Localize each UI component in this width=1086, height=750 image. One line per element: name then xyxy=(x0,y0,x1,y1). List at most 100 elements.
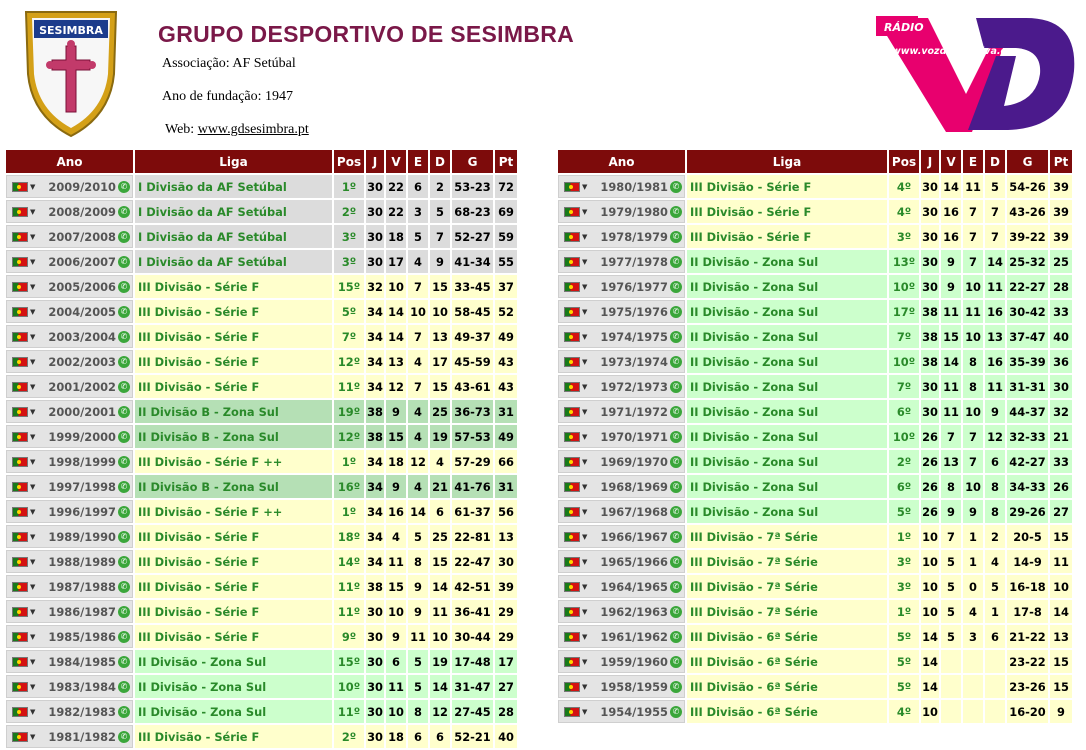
dropdown-arrow-icon[interactable]: ▼ xyxy=(30,432,36,441)
league-cell[interactable]: III Divisão - Série F ++ xyxy=(135,500,332,523)
season-label[interactable]: 1972/1973 xyxy=(600,379,668,394)
season-label[interactable]: 1961/1962 xyxy=(600,629,668,644)
league-cell[interactable]: I Divisão da AF Setúbal xyxy=(135,250,332,273)
phone-icon[interactable]: ✆ xyxy=(118,705,130,718)
league-cell[interactable]: II Divisão - Zona Sul xyxy=(687,450,887,473)
dropdown-arrow-icon[interactable]: ▼ xyxy=(30,357,36,366)
phone-icon[interactable]: ✆ xyxy=(118,505,130,518)
league-cell[interactable]: II Divisão - Zona Sul xyxy=(687,325,887,348)
season-cell[interactable]: ▼ 1978/1979 ✆ xyxy=(558,225,685,248)
season-cell[interactable]: ▼ 1972/1973 ✆ xyxy=(558,375,685,398)
dropdown-arrow-icon[interactable]: ▼ xyxy=(582,607,588,616)
season-label[interactable]: 1974/1975 xyxy=(600,329,668,344)
season-label[interactable]: 1967/1968 xyxy=(600,504,668,519)
season-label[interactable]: 2006/2007 xyxy=(48,254,116,269)
season-cell[interactable]: ▼ 1987/1988 ✆ xyxy=(6,575,133,598)
phone-icon[interactable]: ✆ xyxy=(118,655,130,668)
phone-icon[interactable]: ✆ xyxy=(118,230,130,243)
season-label[interactable]: 1979/1980 xyxy=(600,204,668,219)
season-cell[interactable]: ▼ 2004/2005 ✆ xyxy=(6,300,133,323)
dropdown-arrow-icon[interactable]: ▼ xyxy=(30,307,36,316)
phone-icon[interactable]: ✆ xyxy=(118,430,130,443)
phone-icon[interactable]: ✆ xyxy=(118,530,130,543)
season-label[interactable]: 2008/2009 xyxy=(48,204,116,219)
season-label[interactable]: 2003/2004 xyxy=(48,329,116,344)
season-cell[interactable]: ▼ 2007/2008 ✆ xyxy=(6,225,133,248)
league-cell[interactable]: III Divisão - 6ª Série xyxy=(687,700,887,723)
league-cell[interactable]: II Divisão - Zona Sul xyxy=(687,300,887,323)
season-label[interactable]: 1999/2000 xyxy=(48,429,116,444)
phone-icon[interactable]: ✆ xyxy=(118,730,130,743)
phone-icon[interactable]: ✆ xyxy=(118,555,130,568)
league-cell[interactable]: III Divisão - Série F xyxy=(687,175,887,198)
dropdown-arrow-icon[interactable]: ▼ xyxy=(30,532,36,541)
season-cell[interactable]: ▼ 1967/1968 ✆ xyxy=(558,500,685,523)
season-cell[interactable]: ▼ 1997/1998 ✆ xyxy=(6,475,133,498)
phone-icon[interactable]: ✆ xyxy=(670,305,682,318)
dropdown-arrow-icon[interactable]: ▼ xyxy=(30,657,36,666)
season-label[interactable]: 1969/1970 xyxy=(600,454,668,469)
season-label[interactable]: 1983/1984 xyxy=(48,679,116,694)
season-label[interactable]: 2009/2010 xyxy=(48,179,116,194)
phone-icon[interactable]: ✆ xyxy=(670,255,682,268)
season-cell[interactable]: ▼ 1999/2000 ✆ xyxy=(6,425,133,448)
league-cell[interactable]: II Divisão - Zona Sul xyxy=(687,475,887,498)
season-label[interactable]: 1968/1969 xyxy=(600,479,668,494)
phone-icon[interactable]: ✆ xyxy=(670,205,682,218)
phone-icon[interactable]: ✆ xyxy=(118,455,130,468)
dropdown-arrow-icon[interactable]: ▼ xyxy=(582,432,588,441)
season-cell[interactable]: ▼ 1965/1966 ✆ xyxy=(558,550,685,573)
league-cell[interactable]: III Divisão - Série F xyxy=(687,225,887,248)
phone-icon[interactable]: ✆ xyxy=(670,580,682,593)
dropdown-arrow-icon[interactable]: ▼ xyxy=(30,607,36,616)
season-label[interactable]: 1970/1971 xyxy=(600,429,668,444)
league-cell[interactable]: III Divisão - 7ª Série xyxy=(687,525,887,548)
season-label[interactable]: 1959/1960 xyxy=(600,654,668,669)
season-cell[interactable]: ▼ 1979/1980 ✆ xyxy=(558,200,685,223)
dropdown-arrow-icon[interactable]: ▼ xyxy=(582,332,588,341)
season-label[interactable]: 1986/1987 xyxy=(48,604,116,619)
league-cell[interactable]: II Divisão B - Zona Sul xyxy=(135,400,332,423)
season-cell[interactable]: ▼ 1976/1977 ✆ xyxy=(558,275,685,298)
phone-icon[interactable]: ✆ xyxy=(118,280,130,293)
league-cell[interactable]: III Divisão - Série F xyxy=(135,600,332,623)
phone-icon[interactable]: ✆ xyxy=(670,655,682,668)
phone-icon[interactable]: ✆ xyxy=(670,180,682,193)
dropdown-arrow-icon[interactable]: ▼ xyxy=(582,257,588,266)
dropdown-arrow-icon[interactable]: ▼ xyxy=(30,482,36,491)
dropdown-arrow-icon[interactable]: ▼ xyxy=(30,682,36,691)
dropdown-arrow-icon[interactable]: ▼ xyxy=(582,407,588,416)
league-cell[interactable]: III Divisão - Série F xyxy=(135,350,332,373)
season-cell[interactable]: ▼ 1996/1997 ✆ xyxy=(6,500,133,523)
league-cell[interactable]: II Divisão B - Zona Sul xyxy=(135,425,332,448)
phone-icon[interactable]: ✆ xyxy=(670,705,682,718)
season-cell[interactable]: ▼ 2003/2004 ✆ xyxy=(6,325,133,348)
phone-icon[interactable]: ✆ xyxy=(118,380,130,393)
phone-icon[interactable]: ✆ xyxy=(670,605,682,618)
dropdown-arrow-icon[interactable]: ▼ xyxy=(582,507,588,516)
phone-icon[interactable]: ✆ xyxy=(118,480,130,493)
season-label[interactable]: 1996/1997 xyxy=(48,504,116,519)
phone-icon[interactable]: ✆ xyxy=(670,430,682,443)
season-label[interactable]: 1985/1986 xyxy=(48,629,116,644)
phone-icon[interactable]: ✆ xyxy=(118,180,130,193)
league-cell[interactable]: II Divisão - Zona Sul xyxy=(687,500,887,523)
league-cell[interactable]: III Divisão - Série F xyxy=(135,575,332,598)
league-cell[interactable]: III Divisão - Série F xyxy=(135,725,332,748)
league-cell[interactable]: III Divisão - 6ª Série xyxy=(687,675,887,698)
season-cell[interactable]: ▼ 2008/2009 ✆ xyxy=(6,200,133,223)
dropdown-arrow-icon[interactable]: ▼ xyxy=(582,557,588,566)
season-label[interactable]: 1988/1989 xyxy=(48,554,116,569)
season-cell[interactable]: ▼ 1971/1972 ✆ xyxy=(558,400,685,423)
league-cell[interactable]: II Divisão - Zona Sul xyxy=(135,700,332,723)
dropdown-arrow-icon[interactable]: ▼ xyxy=(582,682,588,691)
season-label[interactable]: 2007/2008 xyxy=(48,229,116,244)
dropdown-arrow-icon[interactable]: ▼ xyxy=(30,582,36,591)
league-cell[interactable]: III Divisão - Série F xyxy=(135,300,332,323)
dropdown-arrow-icon[interactable]: ▼ xyxy=(582,457,588,466)
phone-icon[interactable]: ✆ xyxy=(670,355,682,368)
dropdown-arrow-icon[interactable]: ▼ xyxy=(30,257,36,266)
dropdown-arrow-icon[interactable]: ▼ xyxy=(30,207,36,216)
season-cell[interactable]: ▼ 1962/1963 ✆ xyxy=(558,600,685,623)
league-cell[interactable]: III Divisão - 6ª Série xyxy=(687,625,887,648)
